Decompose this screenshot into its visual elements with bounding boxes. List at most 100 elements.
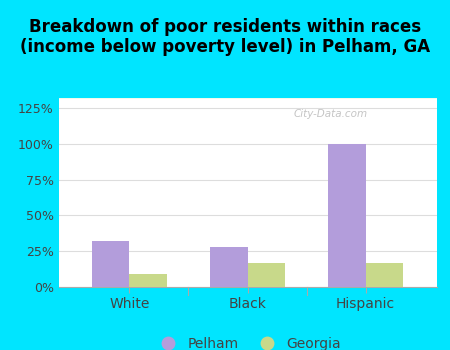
Bar xyxy=(58,99,436,100)
Bar xyxy=(58,98,436,99)
Bar xyxy=(58,98,436,99)
Bar xyxy=(58,99,436,100)
Bar xyxy=(58,98,436,99)
Bar xyxy=(58,99,436,100)
Bar xyxy=(58,98,436,99)
Bar xyxy=(58,99,436,100)
Bar xyxy=(58,98,436,99)
Bar xyxy=(58,98,436,99)
Bar xyxy=(58,98,436,99)
Bar xyxy=(58,98,436,99)
Bar xyxy=(58,98,436,99)
Bar xyxy=(58,98,436,99)
Bar xyxy=(58,99,436,100)
Bar xyxy=(58,98,436,99)
Bar xyxy=(58,98,436,99)
Bar xyxy=(58,99,436,100)
Bar xyxy=(58,98,436,99)
Bar xyxy=(58,98,436,99)
Bar xyxy=(58,98,436,99)
Bar xyxy=(58,98,436,99)
Bar xyxy=(58,98,436,99)
Bar xyxy=(58,98,436,99)
Bar xyxy=(58,98,436,99)
Bar xyxy=(58,99,436,100)
Bar xyxy=(210,247,248,287)
Bar xyxy=(58,99,436,100)
Bar xyxy=(58,98,436,99)
Bar xyxy=(58,98,436,99)
Bar xyxy=(130,274,167,287)
Bar xyxy=(58,98,436,99)
Bar xyxy=(58,98,436,99)
Bar xyxy=(58,98,436,99)
Bar xyxy=(58,98,436,99)
Bar xyxy=(58,99,436,100)
Bar xyxy=(58,98,436,99)
Bar xyxy=(58,98,436,99)
Bar xyxy=(58,98,436,99)
Bar xyxy=(58,98,436,99)
Bar xyxy=(58,98,436,99)
Bar xyxy=(58,98,436,99)
Bar xyxy=(58,99,436,100)
Bar xyxy=(58,98,436,99)
Bar xyxy=(58,98,436,99)
Bar xyxy=(58,98,436,99)
Bar xyxy=(58,98,436,99)
Bar xyxy=(58,98,436,99)
Bar xyxy=(58,98,436,99)
Bar xyxy=(58,98,436,99)
Bar xyxy=(58,98,436,99)
Bar xyxy=(58,98,436,99)
Legend: Pelham, Georgia: Pelham, Georgia xyxy=(149,332,346,350)
Bar xyxy=(58,98,436,99)
Bar xyxy=(58,98,436,99)
Bar xyxy=(58,98,436,99)
Bar xyxy=(58,99,436,100)
Bar xyxy=(58,99,436,100)
Bar xyxy=(58,98,436,99)
Bar xyxy=(58,99,436,100)
Bar xyxy=(58,98,436,99)
Bar xyxy=(58,99,436,100)
Bar xyxy=(58,98,436,99)
Bar xyxy=(58,98,436,99)
Bar xyxy=(58,98,436,99)
Bar xyxy=(58,98,436,99)
Bar xyxy=(58,98,436,99)
Bar xyxy=(58,98,436,99)
Bar xyxy=(58,99,436,100)
Bar xyxy=(58,98,436,99)
Bar xyxy=(58,99,436,100)
Bar xyxy=(58,98,436,99)
Bar xyxy=(58,98,436,99)
Bar xyxy=(58,99,436,100)
Bar xyxy=(58,98,436,99)
Bar xyxy=(58,98,436,99)
Bar xyxy=(58,99,436,100)
Bar xyxy=(58,99,436,100)
Bar xyxy=(58,99,436,100)
Bar xyxy=(58,99,436,100)
Bar xyxy=(58,98,436,99)
Bar xyxy=(58,99,436,100)
Bar xyxy=(58,98,436,99)
Bar xyxy=(58,99,436,100)
Bar xyxy=(58,98,436,99)
Bar xyxy=(58,98,436,99)
Bar xyxy=(58,98,436,99)
Bar xyxy=(58,99,436,100)
Bar xyxy=(58,98,436,99)
Bar xyxy=(58,98,436,99)
Bar xyxy=(58,98,436,99)
Bar xyxy=(58,99,436,100)
Bar xyxy=(58,98,436,99)
Text: City-Data.com: City-Data.com xyxy=(293,109,368,119)
Bar xyxy=(58,99,436,100)
Bar xyxy=(58,98,436,99)
Bar xyxy=(58,98,436,99)
Bar xyxy=(58,99,436,100)
Bar xyxy=(58,99,436,100)
Bar xyxy=(58,98,436,99)
